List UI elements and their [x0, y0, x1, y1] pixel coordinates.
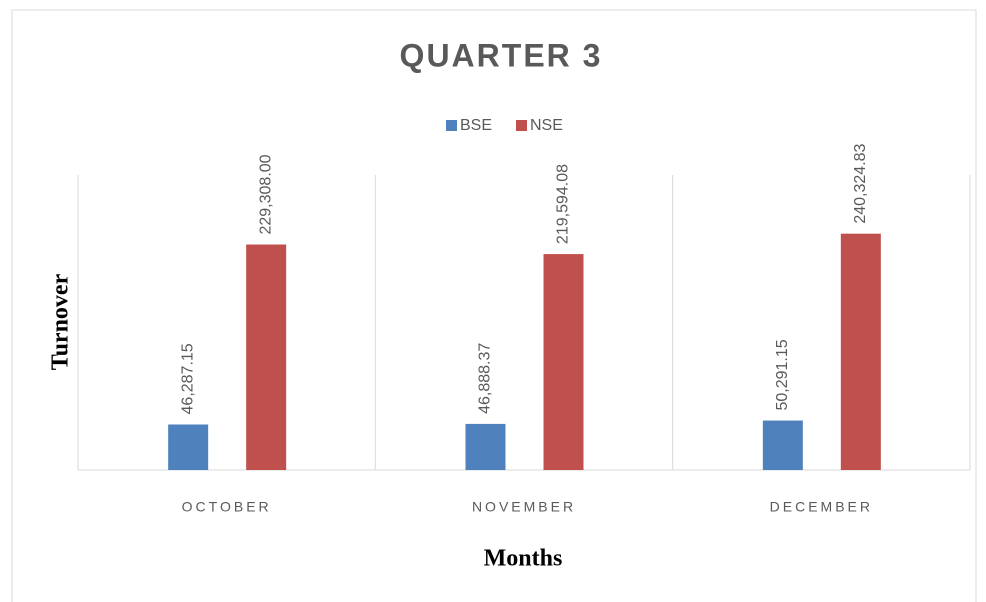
x-tick-label: NOVEMBER — [472, 499, 576, 515]
x-tick-label: DECEMBER — [770, 499, 873, 515]
legend-swatch — [516, 120, 527, 131]
legend-label: NSE — [530, 117, 563, 134]
bar — [465, 423, 506, 470]
data-label: 46,888.37 — [477, 343, 494, 414]
data-label: 240,324.83 — [852, 144, 869, 224]
chart-title: QUARTER 3 — [400, 37, 603, 73]
x-axis-label: Months — [484, 546, 563, 572]
legend-swatch — [446, 120, 457, 131]
bar — [168, 424, 209, 470]
data-label: 46,287.15 — [179, 343, 196, 414]
legend-label: BSE — [460, 117, 492, 134]
data-label: 219,594.08 — [555, 164, 572, 244]
bar — [762, 420, 803, 470]
bar — [246, 244, 287, 470]
x-tick-label: OCTOBER — [182, 499, 272, 515]
y-axis-label: Turnover — [48, 273, 74, 370]
chart-border — [11, 9, 977, 602]
bar — [543, 254, 584, 470]
bar — [840, 233, 881, 470]
data-label: 229,308.00 — [257, 154, 274, 234]
data-label: 50,291.15 — [774, 339, 791, 410]
